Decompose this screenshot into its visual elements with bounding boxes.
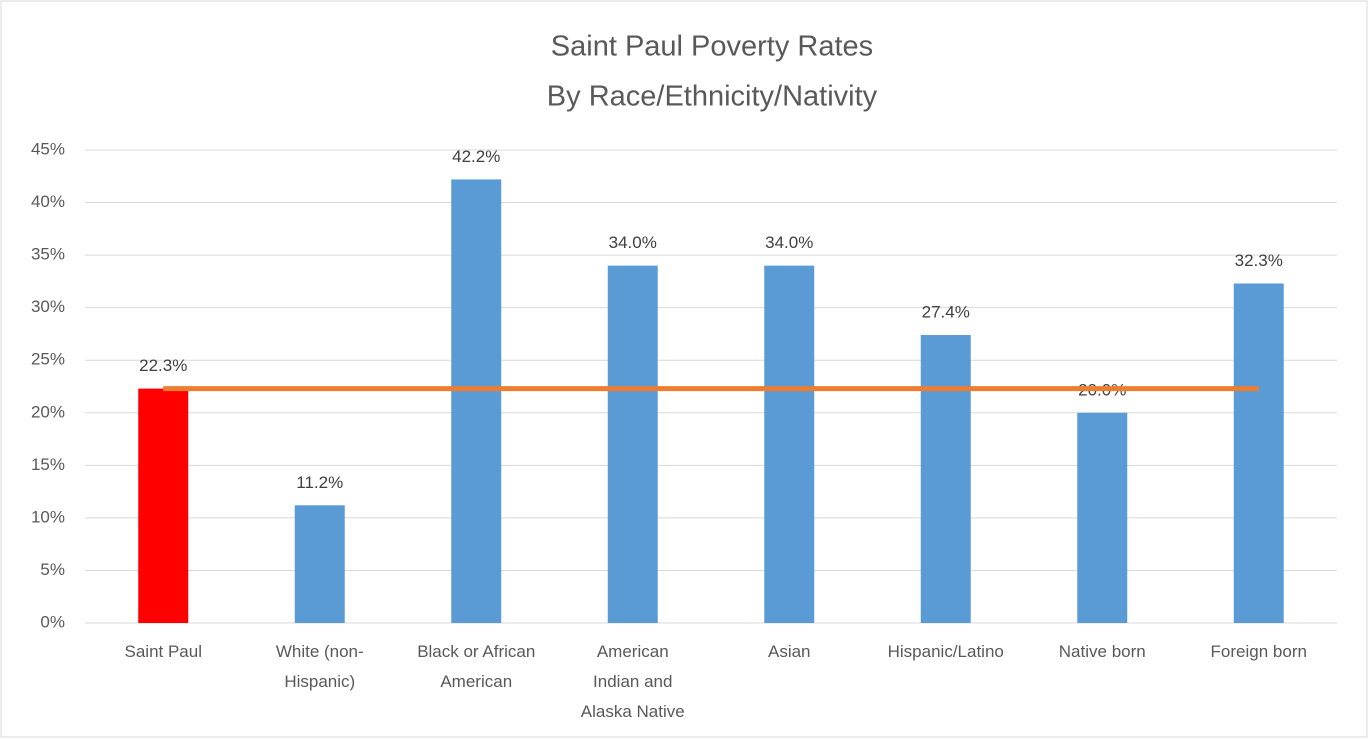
x-tick-label-line: Saint Paul xyxy=(125,642,203,661)
y-tick-label: 45% xyxy=(31,139,65,158)
x-tick-label: American Indian and Alaska Native xyxy=(581,642,685,721)
x-tick-label: Saint Paul xyxy=(125,642,203,661)
x-tick-label-line: Indian and xyxy=(593,672,672,691)
bar xyxy=(764,265,815,623)
bar xyxy=(451,179,502,624)
x-tick-label-line: Hispanic) xyxy=(284,672,355,691)
y-tick-label: 5% xyxy=(40,560,65,579)
data-label: 34.0% xyxy=(609,233,657,252)
y-tick-label: 35% xyxy=(31,245,65,264)
x-tick-label-line: Asian xyxy=(768,642,811,661)
data-label: 42.2% xyxy=(452,147,500,166)
chart-title: Saint Paul Poverty Rates xyxy=(551,31,873,63)
x-tick-label-line: Alaska Native xyxy=(581,702,685,721)
x-tick-label-line: Foreign born xyxy=(1211,642,1307,661)
bar xyxy=(294,505,345,623)
bar xyxy=(607,265,658,623)
y-tick-label: 20% xyxy=(31,402,65,421)
x-tick-label-line: American xyxy=(597,642,669,661)
x-tick-label-line: Native born xyxy=(1059,642,1146,661)
bar xyxy=(138,388,189,623)
x-tick-label: Hispanic/Latino xyxy=(888,642,1004,661)
x-tick-label-line: White (non- xyxy=(276,642,364,661)
y-tick-label: 40% xyxy=(31,192,65,211)
y-tick-label: 25% xyxy=(31,350,65,369)
x-tick-label: Asian xyxy=(768,642,811,661)
x-tick-label: White (non- Hispanic) xyxy=(276,642,364,691)
x-tick-label-line: American xyxy=(440,672,512,691)
data-label: 27.4% xyxy=(922,302,970,321)
x-tick-label-line: Hispanic/Latino xyxy=(888,642,1004,661)
x-tick-label: Black or African American xyxy=(417,642,535,691)
y-tick-label: 10% xyxy=(31,507,65,526)
x-tick-label: Foreign born xyxy=(1211,642,1307,661)
data-label: 32.3% xyxy=(1235,251,1283,270)
data-label: 34.0% xyxy=(765,233,813,252)
y-tick-label: 15% xyxy=(31,455,65,474)
y-tick-label: 0% xyxy=(40,612,65,631)
bar xyxy=(1077,412,1128,623)
data-label: 22.3% xyxy=(139,356,187,375)
x-tick-label: Native born xyxy=(1059,642,1146,661)
chart-subtitle: By Race/Ethnicity/Nativity xyxy=(547,81,878,113)
x-tick-label-line: Black or African xyxy=(417,642,535,661)
bar xyxy=(1233,283,1284,623)
data-label: 11.2% xyxy=(296,473,343,492)
y-tick-label: 30% xyxy=(31,297,65,316)
bar xyxy=(920,334,971,623)
